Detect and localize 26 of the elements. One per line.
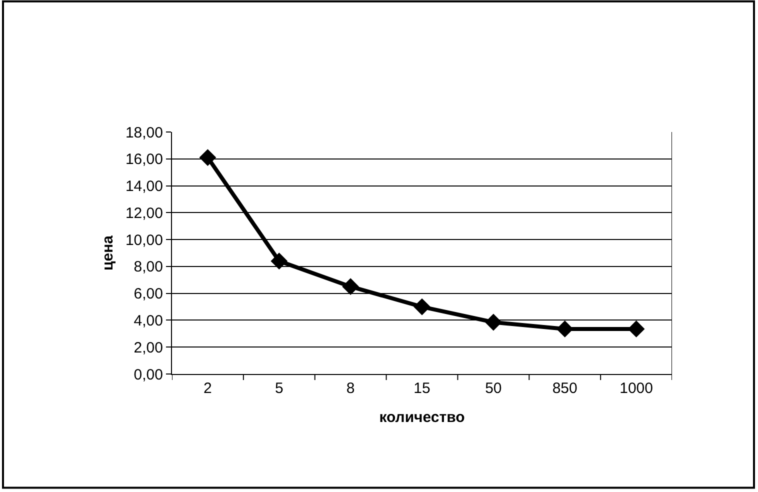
x-tick-label: 50 [485,380,502,397]
x-tick-label: 1000 [620,380,653,397]
point [484,314,502,331]
y-tick-label: 2,00 [134,339,163,356]
y-tick-label: 8,00 [134,258,163,276]
y-axis-title: цена [100,234,117,270]
y-tick-label: 10,00 [125,232,163,249]
x-tick-label: 15 [414,380,430,397]
y-tick-label: 18,00 [125,124,163,142]
y-tick-label: 4,00 [134,312,163,330]
x-tick-label: 5 [274,380,284,397]
x-axis-title: количество [379,409,465,426]
point [270,252,288,270]
y-tick-label: 0,00 [134,366,163,384]
y-tick-label: 12,00 [125,204,163,222]
x-tick-label: 8 [346,380,355,397]
x-tick-label: 850 [552,380,578,397]
y-tick-label: 14,00 [125,178,163,196]
point [628,320,645,338]
y-tick-label: 6,00 [134,286,163,303]
point [342,278,360,296]
point [414,298,430,316]
y-tick-label: 16,00 [125,151,163,168]
point [199,149,216,166]
x-tick-label: 2 [204,380,212,397]
point [556,320,574,338]
